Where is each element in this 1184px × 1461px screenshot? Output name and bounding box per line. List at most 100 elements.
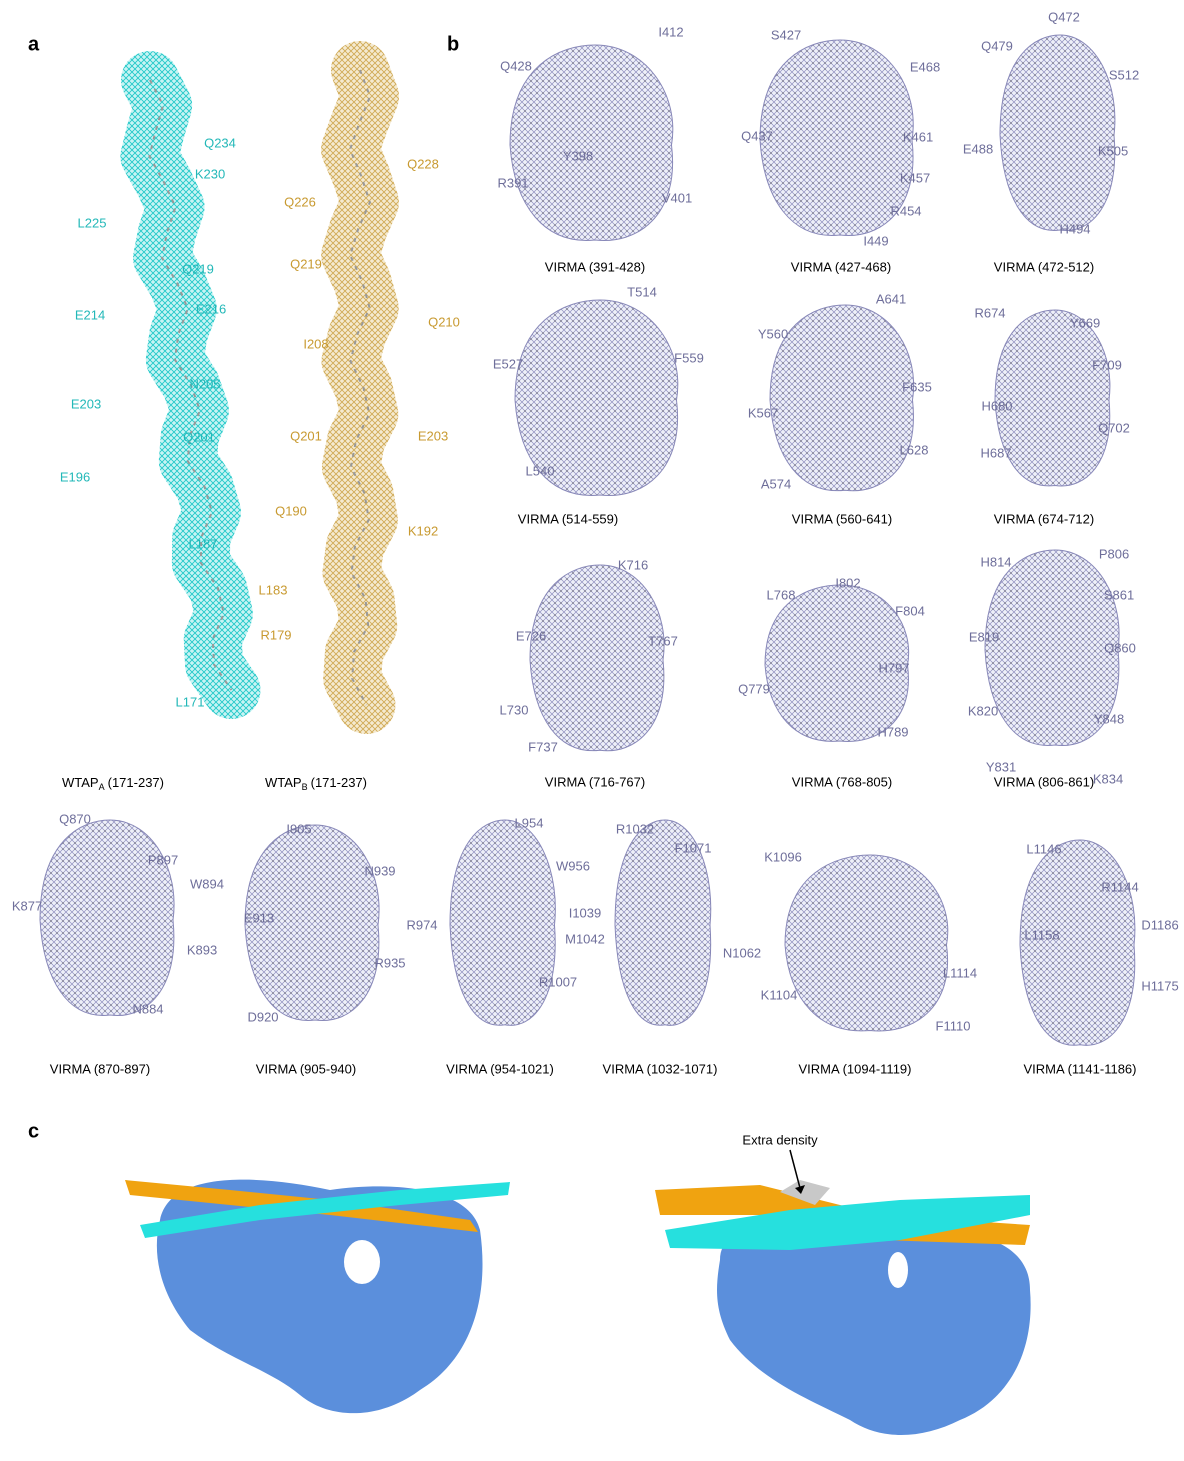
residue-label: F1110 <box>936 1018 971 1033</box>
residue-label: P806 <box>1099 546 1129 561</box>
residue-label: L171 <box>176 694 205 709</box>
map-caption: VIRMA (768-805) <box>792 774 892 789</box>
residue-label: T514 <box>627 284 657 299</box>
residue-label: K461 <box>903 129 933 144</box>
residue-label: Q190 <box>275 503 307 518</box>
residue-label: F804 <box>895 603 925 618</box>
residue-label: E203 <box>418 428 448 443</box>
map-caption: VIRMA (806-861) <box>994 774 1094 789</box>
residue-label: P897 <box>148 852 178 867</box>
residue-label: H680 <box>981 398 1012 413</box>
residue-label: I412 <box>658 24 683 39</box>
map-caption: VIRMA (674-712) <box>994 511 1094 526</box>
density-map <box>785 855 948 1031</box>
density-map-left <box>125 1180 510 1413</box>
residue-label: H789 <box>877 724 908 739</box>
residue-label: H494 <box>1059 221 1090 236</box>
residue-label: I802 <box>835 575 860 590</box>
residue-label: W894 <box>190 876 224 891</box>
residue-label: K1104 <box>761 987 798 1002</box>
caption-subscript: A <box>99 782 105 792</box>
density-map <box>770 305 914 491</box>
map-caption: VIRMA (716-767) <box>545 774 645 789</box>
density-map <box>40 820 174 1016</box>
residue-label: Q234 <box>204 135 236 150</box>
map-caption: VIRMA (1094-1119) <box>799 1061 912 1076</box>
residue-label: F737 <box>528 739 558 754</box>
map-caption: VIRMA (560-641) <box>792 511 892 526</box>
density-map <box>1020 840 1135 1045</box>
residue-label: W956 <box>556 858 590 873</box>
residue-label: K1096 <box>764 849 802 864</box>
residue-label: K230 <box>195 166 225 181</box>
residue-label: Y848 <box>1094 711 1124 726</box>
residue-label: K893 <box>187 942 217 957</box>
residue-label: L730 <box>500 702 529 717</box>
residue-label: Q201 <box>183 429 215 444</box>
residue-label: Y398 <box>563 148 593 163</box>
residue-label: I905 <box>286 821 311 836</box>
residue-label: Q428 <box>500 58 532 73</box>
figure: a b c Extra density Q234K230L225Q219E216… <box>0 0 1184 1461</box>
caption-range: (171-237) <box>108 775 164 790</box>
caption-range: (171-237) <box>311 775 367 790</box>
annotation-arrow <box>790 1150 800 1188</box>
residue-label: Q779 <box>738 681 770 696</box>
residue-label: L954 <box>515 815 544 830</box>
residue-label: Q201 <box>290 428 322 443</box>
panel-label: c <box>28 1120 39 1142</box>
residue-label: F709 <box>1092 357 1122 372</box>
residue-label: R1032 <box>616 821 654 836</box>
residue-label: Q702 <box>1098 420 1130 435</box>
residue-label: N939 <box>364 863 395 878</box>
residue-label: E196 <box>60 469 90 484</box>
residue-label: Q479 <box>981 38 1013 53</box>
residue-label: E468 <box>910 59 940 74</box>
residue-label: R391 <box>497 175 528 190</box>
residue-label: H814 <box>980 554 1011 569</box>
residue-label: Q437 <box>741 128 773 143</box>
residue-label: L183 <box>259 582 288 597</box>
map-caption: VIRMA (905-940) <box>256 1061 356 1076</box>
residue-label: H687 <box>980 445 1011 460</box>
residue-label: N884 <box>132 1001 163 1016</box>
residue-label: L628 <box>900 442 929 457</box>
map-caption: VIRMA (1032-1071) <box>603 1061 718 1076</box>
residue-label: A641 <box>876 291 906 306</box>
residue-label: K567 <box>748 405 778 420</box>
residue-label: E726 <box>516 628 546 643</box>
residue-label: Q219 <box>290 256 322 271</box>
panel-label: a <box>28 33 40 55</box>
map-caption: VIRMA (514-559) <box>518 511 618 526</box>
residue-label: E527 <box>493 356 523 371</box>
residue-label: F1071 <box>675 840 712 855</box>
residue-label: Q210 <box>428 314 460 329</box>
residue-label: H1175 <box>1141 978 1178 993</box>
residue-label: L1146 <box>1026 841 1061 856</box>
residue-label: K505 <box>1098 143 1128 158</box>
residue-label: T767 <box>648 633 678 648</box>
density-map <box>510 45 673 241</box>
residue-label: V401 <box>662 190 692 205</box>
map-caption: WTAPA(171-237) <box>62 775 164 792</box>
residue-label: K877 <box>12 898 42 913</box>
residue-label: K820 <box>968 703 998 718</box>
residue-label: K834 <box>1093 771 1123 786</box>
residue-label: Y831 <box>986 759 1016 774</box>
residue-label: E203 <box>71 396 101 411</box>
residue-label: I1039 <box>569 905 602 920</box>
residue-label: Q226 <box>284 194 316 209</box>
residue-label: H797 <box>878 660 909 675</box>
density-map <box>450 820 555 1025</box>
residue-label: I449 <box>863 233 888 248</box>
map-caption: VIRMA (1141-1186) <box>1024 1061 1137 1076</box>
residue-label: E819 <box>969 629 999 644</box>
residue-label: Q870 <box>59 811 91 826</box>
residue-label: I208 <box>303 336 328 351</box>
residue-label: R1144 <box>1101 879 1138 894</box>
residue-label: S427 <box>771 27 801 42</box>
helix-density <box>350 70 370 705</box>
residue-label: R179 <box>260 627 291 642</box>
panel-label: b <box>447 33 459 55</box>
residue-label: L768 <box>767 587 796 602</box>
